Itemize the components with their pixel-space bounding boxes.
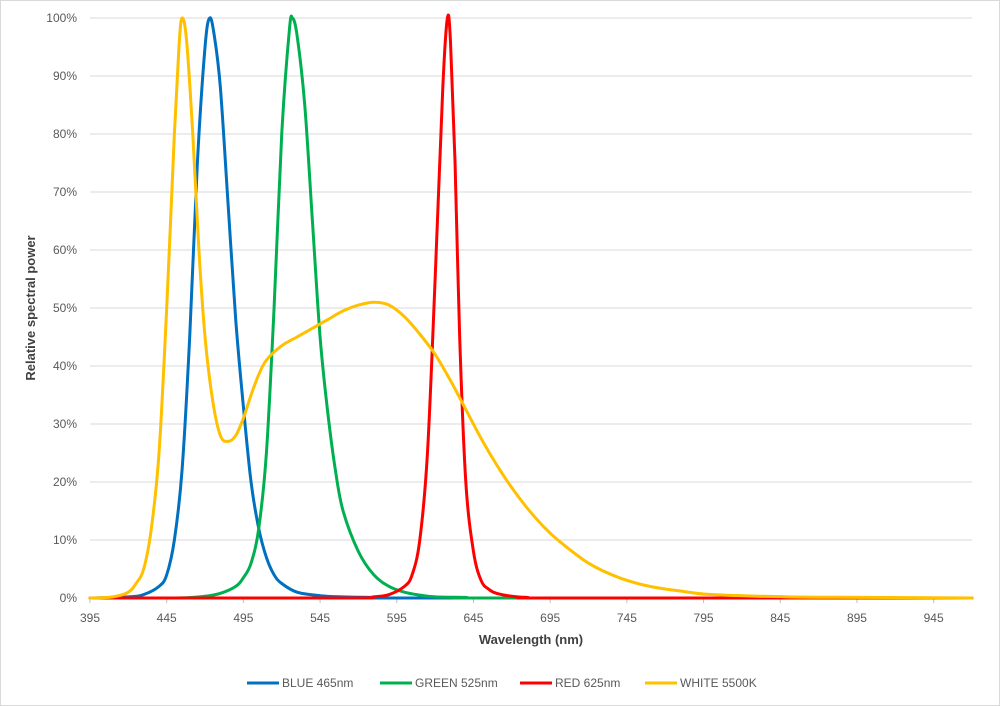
x-tick-label: 895: [847, 611, 867, 625]
y-tick-label: 90%: [53, 69, 77, 83]
y-tick-label: 50%: [53, 301, 77, 315]
x-tick-label: 795: [694, 611, 714, 625]
y-tick-label: 20%: [53, 475, 77, 489]
x-tick-label: 495: [233, 611, 253, 625]
legend-label: WHITE 5500K: [680, 676, 757, 690]
x-tick-label: 445: [157, 611, 177, 625]
legend-item: GREEN 525nm: [380, 676, 498, 690]
y-tick-label: 70%: [53, 185, 77, 199]
y-tick-label: 80%: [53, 127, 77, 141]
x-tick-label: 645: [463, 611, 483, 625]
x-tick-label: 545: [310, 611, 330, 625]
x-axis-title: Wavelength (nm): [479, 632, 583, 647]
y-tick-label: 30%: [53, 417, 77, 431]
y-tick-label: 10%: [53, 533, 77, 547]
y-axis-ticks: 0% 10% 20% 30% 40% 50% 60% 70% 80% 90% 100%: [46, 11, 77, 605]
x-tick-label: 395: [80, 611, 100, 625]
y-tick-label: 100%: [46, 11, 77, 25]
x-tick-label: 945: [924, 611, 944, 625]
x-axis-ticks: 395 445 495 545 595 645 695 745 795 845 895 945: [80, 598, 944, 625]
legend-item: RED 625nm: [520, 676, 620, 690]
legend-label: BLUE 465nm: [282, 676, 353, 690]
x-tick-label: 745: [617, 611, 637, 625]
series-lines: [88, 13, 974, 600]
series-line-red-625nm: [88, 13, 974, 600]
y-axis-title: Relative spectral power: [23, 235, 38, 380]
series-line-green-525nm: [88, 14, 974, 600]
legend-label: GREEN 525nm: [415, 676, 498, 690]
legend: BLUE 465nm GREEN 525nm RED 625nm WHITE 5500…: [247, 676, 757, 690]
x-tick-label: 845: [770, 611, 790, 625]
y-tick-label: 60%: [53, 243, 77, 257]
y-tick-label: 0%: [60, 591, 78, 605]
y-tick-label: 40%: [53, 359, 77, 373]
legend-label: RED 625nm: [555, 676, 620, 690]
legend-item: WHITE 5500K: [645, 676, 757, 690]
legend-item: BLUE 465nm: [247, 676, 353, 690]
x-tick-label: 595: [387, 611, 407, 625]
series-line-white-5500k: [88, 16, 974, 600]
x-tick-label: 695: [540, 611, 560, 625]
